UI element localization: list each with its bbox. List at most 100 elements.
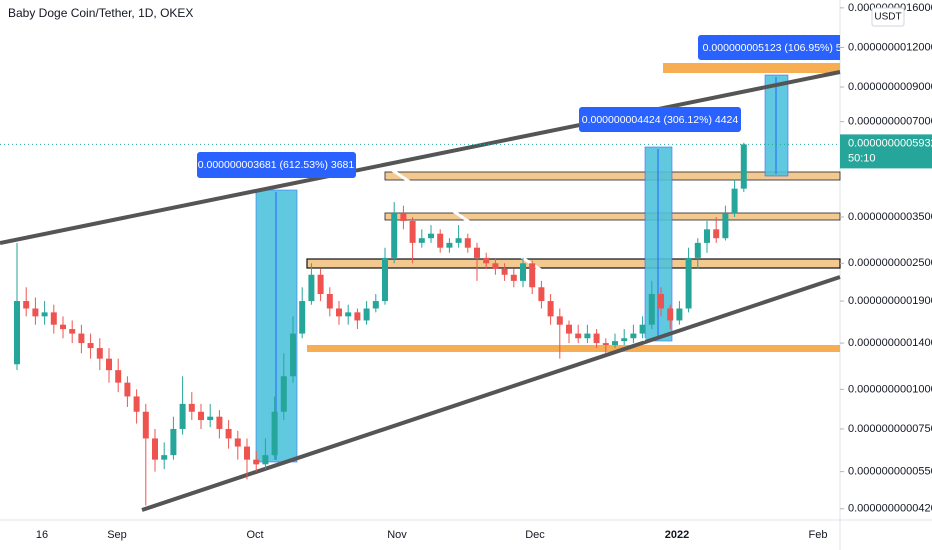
y-tick-label: 0.0000000001900	[848, 295, 932, 307]
candle-body	[290, 333, 296, 377]
candle-body	[78, 333, 85, 344]
candle-body	[648, 293, 655, 325]
candle-body	[179, 403, 186, 429]
zone	[663, 63, 840, 73]
candle-body	[492, 263, 499, 269]
candle-body	[593, 333, 600, 344]
candle-body	[216, 416, 223, 429]
candle-body	[14, 301, 20, 365]
y-tick-label: 0.0000000000550	[848, 466, 932, 478]
candle-body	[280, 376, 287, 412]
candle-body	[731, 188, 738, 214]
currency-badge	[871, 7, 905, 27]
candle-body	[400, 213, 407, 221]
candle-body	[391, 213, 398, 258]
candle-body	[428, 233, 434, 239]
candle-body	[106, 358, 112, 371]
candle-body	[483, 257, 490, 264]
candle-body	[271, 411, 278, 456]
candle-body	[455, 238, 462, 243]
measure-label	[197, 152, 356, 178]
candle-body	[529, 263, 536, 288]
measure-label	[698, 35, 840, 60]
candle-body	[96, 348, 103, 359]
measure-label	[579, 107, 741, 132]
candle-body	[207, 416, 214, 421]
candle-body	[50, 312, 57, 325]
measure-text: 0.000000004424 (306.12%) 4424	[582, 114, 739, 126]
candle-body	[382, 257, 388, 302]
y-tick-label: 0.0000000000420	[848, 503, 932, 515]
candle-body	[363, 308, 370, 321]
candle-body	[32, 308, 39, 317]
y-tick-label: 0.0000000000750	[848, 423, 932, 435]
candle-body	[234, 438, 241, 447]
zone	[384, 171, 841, 181]
candle-body	[740, 144, 747, 189]
candle-body	[262, 455, 269, 465]
candle-body	[621, 338, 628, 342]
candle-body	[225, 428, 232, 439]
candle-body	[474, 247, 480, 258]
candle-body	[556, 316, 563, 325]
candle-body	[244, 446, 250, 460]
x-tick-label: Oct	[246, 529, 263, 541]
candle-body	[345, 312, 352, 317]
trendline	[141, 275, 841, 512]
candle-body	[133, 396, 140, 412]
candle-body	[584, 333, 591, 339]
x-tick-label: 2022	[665, 529, 689, 541]
candle-body	[60, 324, 66, 330]
candle-body	[612, 341, 618, 346]
x-tick-label: Sep	[107, 529, 127, 541]
x-tick-label: Dec	[525, 529, 545, 541]
time-axis: 16 Sep Oct Nov Dec 2022 Feb	[36, 529, 828, 541]
countdown: 50:10	[848, 152, 876, 164]
x-tick-label: Nov	[387, 529, 407, 541]
candle-body	[326, 293, 333, 309]
candle-body	[69, 329, 76, 334]
y-tick-label: 0.0000000003500	[848, 211, 932, 223]
candle-body	[667, 308, 674, 321]
candle-body	[253, 459, 260, 465]
candle-body	[639, 324, 646, 334]
measure-text: 0.000000003681 (612.53%) 3681	[198, 159, 355, 171]
y-tick-label: 0.0000000001400	[848, 337, 932, 349]
candle-body	[198, 411, 204, 421]
candle-body	[510, 274, 517, 281]
candle-body	[694, 242, 701, 258]
candle-body	[722, 213, 729, 239]
candle-body	[575, 333, 582, 339]
trendline	[391, 168, 646, 342]
zone	[307, 345, 840, 352]
y-tick-label: 0.0000000007000	[848, 116, 932, 128]
currency: USDT	[874, 12, 901, 23]
measure-text: 0.000000005123 (106.95%) 512	[703, 42, 854, 54]
candle-body	[437, 233, 444, 248]
candle-body	[152, 438, 158, 460]
candle-body	[630, 333, 637, 339]
candle-body	[161, 455, 168, 460]
candle-body	[142, 411, 149, 439]
candle-body	[704, 229, 710, 243]
candle-body	[372, 301, 379, 309]
y-tick-label: 0.0000000009000	[848, 81, 932, 93]
candle-body	[520, 263, 526, 281]
candle-body	[336, 308, 342, 317]
candle-body	[23, 301, 30, 309]
candle-body	[547, 301, 554, 317]
candle-body	[658, 293, 664, 309]
y-tick-label: 0.0000000001000	[848, 383, 932, 395]
candle-body	[409, 220, 416, 243]
candle-body	[317, 274, 324, 294]
trendline	[16, 241, 256, 457]
y-tick-label: 0.0000000012000	[848, 41, 932, 53]
candle-body	[566, 324, 572, 334]
candles	[14, 142, 747, 506]
candle-body	[299, 301, 306, 334]
candle-body	[685, 257, 692, 309]
y-tick-label: 0.0000000002500	[848, 257, 932, 269]
candle-body	[41, 312, 48, 317]
x-tick-label: 16	[36, 529, 48, 541]
